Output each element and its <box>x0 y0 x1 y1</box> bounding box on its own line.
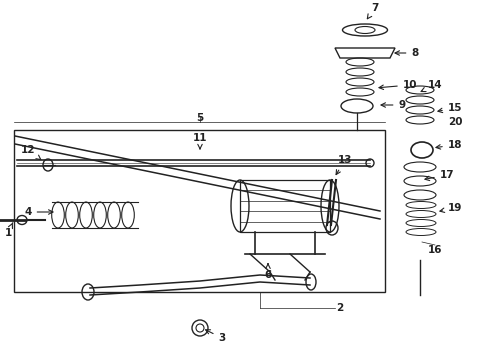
Text: 3: 3 <box>206 330 225 343</box>
Text: 6: 6 <box>265 264 271 280</box>
Text: 18: 18 <box>436 140 462 150</box>
Text: 17: 17 <box>425 170 454 181</box>
Text: 16: 16 <box>428 245 442 255</box>
Text: 4: 4 <box>24 207 53 217</box>
Text: 5: 5 <box>196 113 204 123</box>
Text: 7: 7 <box>368 3 379 19</box>
Text: 1: 1 <box>4 223 13 238</box>
Text: 13: 13 <box>336 155 352 175</box>
Text: 8: 8 <box>395 48 418 58</box>
Text: 2: 2 <box>336 303 343 313</box>
Text: 15: 15 <box>438 103 462 113</box>
Text: 20: 20 <box>448 117 462 127</box>
Text: 9: 9 <box>381 100 406 110</box>
Text: 14: 14 <box>421 80 442 91</box>
Text: 12: 12 <box>21 145 41 159</box>
Text: 10: 10 <box>379 80 417 90</box>
Text: 11: 11 <box>193 133 207 149</box>
Text: 19: 19 <box>440 203 462 213</box>
